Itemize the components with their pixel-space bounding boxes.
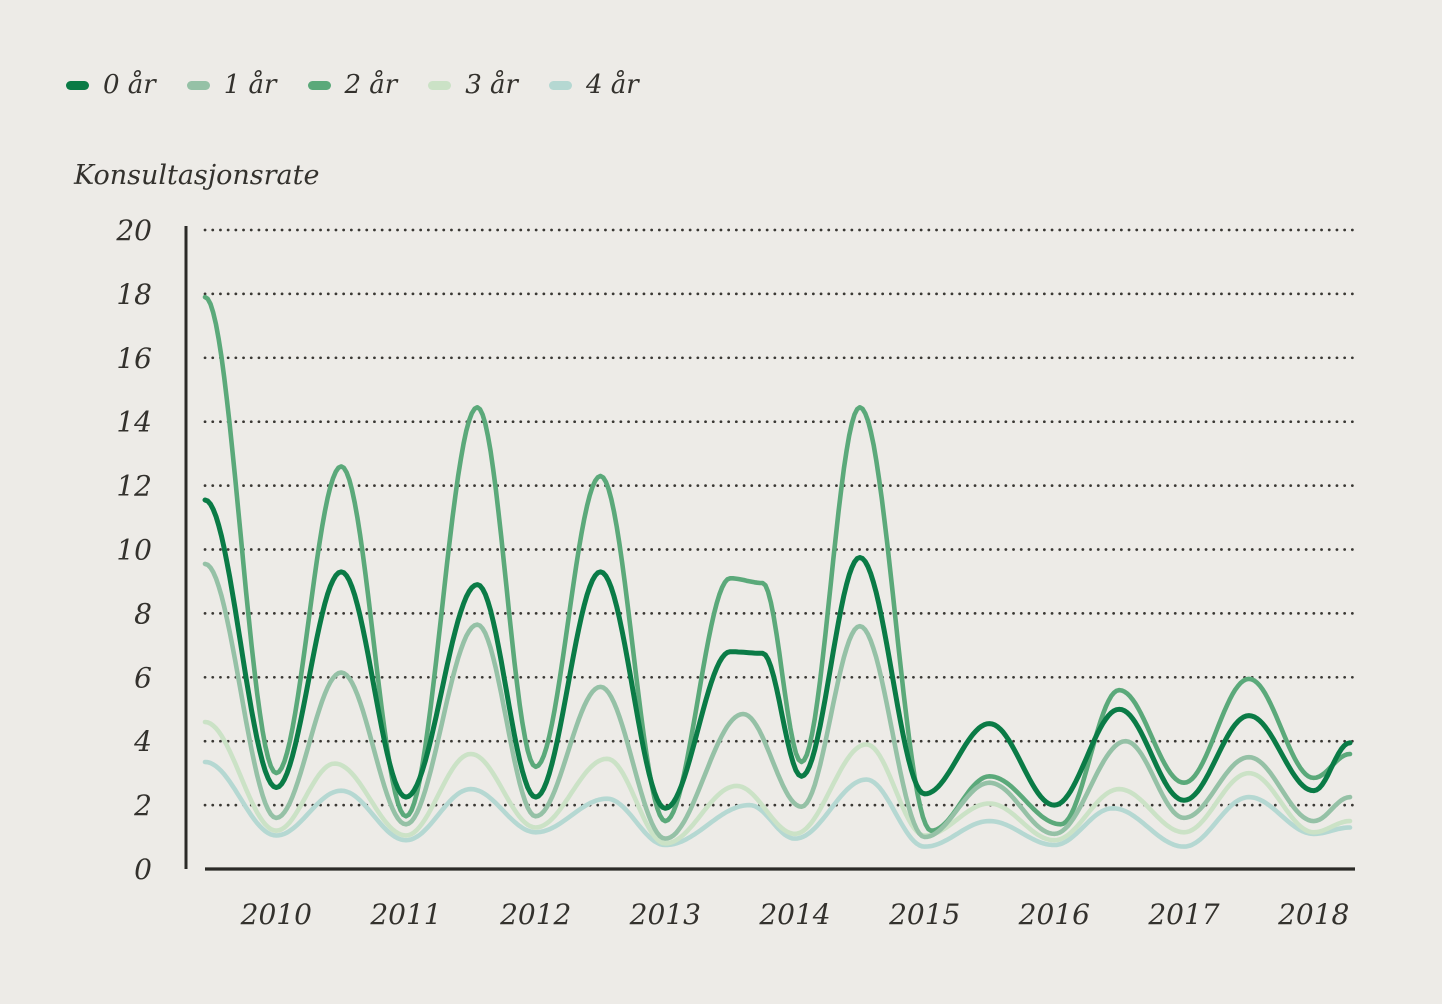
y-tick-label: 14: [116, 406, 152, 439]
x-tick-label: 2018: [1277, 898, 1349, 931]
series-line-0-år: [202, 497, 1353, 811]
legend-label: 2 år: [344, 70, 398, 100]
series-line-3-år: [202, 719, 1353, 846]
legend-item-2-år: 2 år: [307, 70, 398, 100]
series-line-2-år: [202, 294, 1353, 833]
legend-label: 4 år: [586, 70, 639, 100]
y-tick-label: 10: [116, 534, 152, 567]
legend-item-4-år: 4 år: [549, 72, 639, 98]
y-tick-label: 18: [116, 278, 152, 311]
x-tick-label: 2014: [758, 898, 830, 931]
legend-swatch-icon: [186, 80, 210, 90]
x-tick-label: 2013: [629, 898, 701, 931]
x-tick-label: 2011: [369, 898, 441, 931]
legend-swatch-icon: [549, 80, 572, 90]
legend-swatch-icon: [428, 80, 452, 90]
legend-item-3-år: 3 år: [428, 72, 518, 98]
y-tick-label: 4: [133, 725, 152, 758]
legend-item-1-år: 1 år: [186, 70, 277, 100]
legend-label: 1 år: [223, 70, 277, 100]
x-tick-label: 2012: [499, 898, 571, 931]
y-tick-label: 8: [134, 597, 152, 630]
legend-label: 3 år: [465, 70, 518, 100]
legend-label: 0 år: [103, 70, 156, 100]
y-tick-label: 12: [116, 470, 152, 503]
legend-item-0-år: 0 år: [66, 72, 156, 98]
x-tick-label: 2016: [1018, 898, 1090, 931]
y-tick-label: 6: [134, 661, 152, 694]
y-tick-label: 16: [116, 342, 152, 375]
series-line-4-år: [202, 759, 1353, 849]
legend: 0 år 1 år 2 år 3 år 4 år: [66, 72, 670, 98]
y-tick-label: 20: [115, 214, 152, 247]
series-line-1-år: [202, 561, 1353, 841]
x-tick-label: 2010: [240, 898, 312, 931]
y-tick-label: 0: [134, 853, 152, 886]
x-tick-label: 2015: [888, 898, 960, 931]
legend-swatch-icon: [66, 80, 89, 90]
x-tick-label: 2017: [1147, 898, 1219, 931]
legend-swatch-icon: [307, 80, 331, 90]
y-axis-title: Konsultasjonsrate: [74, 160, 320, 191]
y-tick-label: 2: [133, 789, 152, 822]
